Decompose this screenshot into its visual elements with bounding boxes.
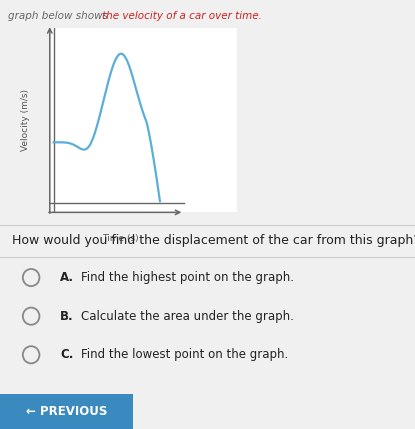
- Text: ← PREVIOUS: ← PREVIOUS: [26, 405, 107, 418]
- Text: A.: A.: [60, 271, 74, 284]
- Text: Time (s): Time (s): [103, 235, 139, 244]
- Text: C.: C.: [60, 348, 73, 361]
- Text: Velocity (m/s): Velocity (m/s): [21, 89, 30, 151]
- Text: Calculate the area under the graph.: Calculate the area under the graph.: [81, 310, 294, 323]
- Text: Find the highest point on the graph.: Find the highest point on the graph.: [81, 271, 294, 284]
- Text: graph below shows: graph below shows: [8, 11, 112, 21]
- Text: Find the lowest point on the graph.: Find the lowest point on the graph.: [81, 348, 288, 361]
- Text: the velocity of a car over time.: the velocity of a car over time.: [102, 11, 261, 21]
- Text: B.: B.: [60, 310, 74, 323]
- Text: How would you find the displacement of the car from this graph?: How would you find the displacement of t…: [12, 234, 415, 247]
